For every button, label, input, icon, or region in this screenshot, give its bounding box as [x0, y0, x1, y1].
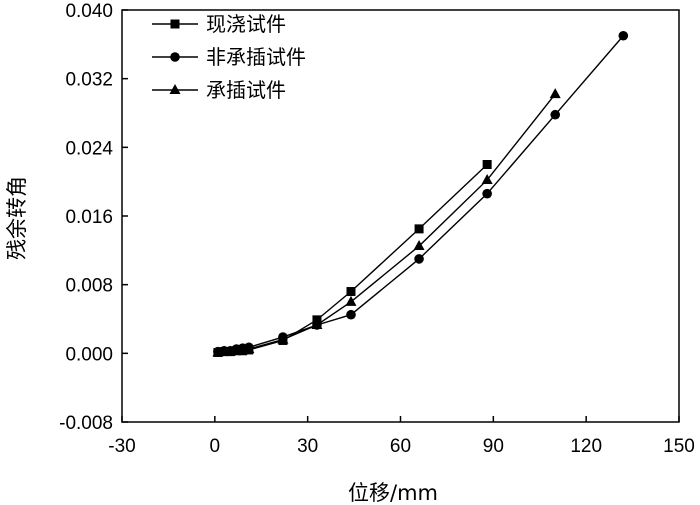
data-point — [346, 287, 356, 297]
y-tick-label: -0.008 — [59, 413, 113, 434]
data-point — [482, 160, 492, 169]
data-point — [414, 254, 424, 264]
y-tick-label: 0.040 — [65, 1, 113, 22]
x-tick-label: -30 — [108, 436, 135, 457]
y-tick-label: 0.008 — [65, 276, 113, 297]
data-point — [618, 30, 629, 41]
x-tick-label: 90 — [483, 436, 504, 457]
y-tick-label: 0.024 — [65, 138, 113, 159]
legend-marker — [170, 52, 180, 62]
data-point — [413, 240, 425, 251]
data-point — [277, 333, 289, 344]
series-line — [217, 93, 556, 354]
x-tick-label: 30 — [297, 436, 318, 457]
legend-label: 现浇试件 — [206, 12, 286, 36]
x-tick-label: 150 — [663, 436, 695, 457]
x-tick-label: 60 — [390, 436, 411, 457]
series-square — [213, 160, 492, 357]
data-point — [549, 88, 561, 99]
legend-marker — [170, 19, 180, 29]
legend-item: 现浇试件 — [152, 12, 286, 36]
data-point — [345, 295, 357, 306]
data-point — [346, 309, 356, 320]
legend-item: 非承插试件 — [152, 45, 306, 69]
y-tick-label: 0.032 — [65, 70, 113, 91]
x-axis-title: 位移/mm — [348, 481, 438, 505]
data-point — [311, 319, 323, 330]
series-triangle — [212, 88, 561, 357]
legend-label: 非承插试件 — [206, 45, 306, 69]
data-point — [481, 173, 493, 184]
data-point — [243, 343, 255, 354]
y-tick-label: 0.016 — [65, 207, 113, 228]
legend-label: 承插试件 — [206, 78, 286, 102]
data-point — [550, 109, 561, 120]
data-point — [414, 224, 424, 234]
legend-marker — [169, 84, 181, 94]
plot-area-frame — [121, 9, 680, 423]
x-tick-label: 120 — [570, 436, 602, 457]
legend-item: 承插试件 — [152, 78, 286, 102]
series-line — [217, 163, 488, 354]
data-point — [482, 188, 492, 199]
y-axis-title: 残余转角 — [5, 176, 29, 260]
x-tick-label: 0 — [210, 436, 221, 457]
y-tick-label: 0.000 — [65, 344, 113, 365]
